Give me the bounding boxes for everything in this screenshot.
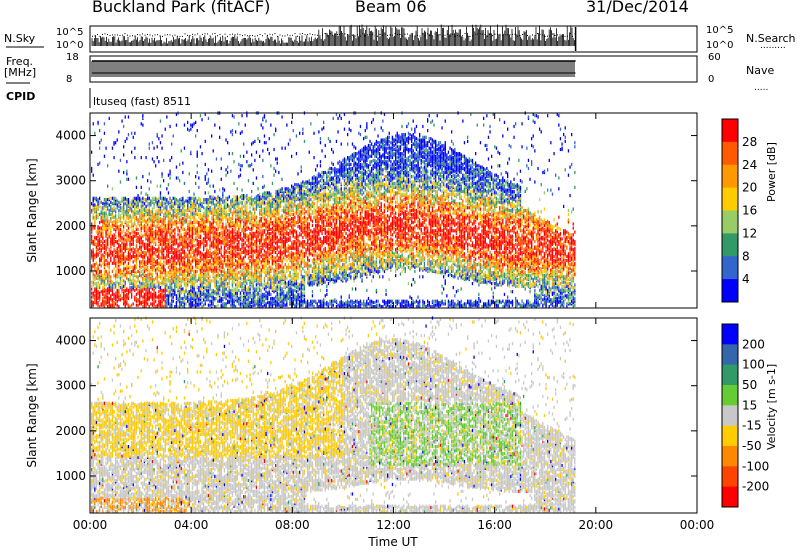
cpid-label: CPID — [6, 90, 35, 103]
velocity-panel-ytick-label-0: 1000 — [55, 469, 86, 483]
nsearch-tick-top: 10^5 — [706, 25, 733, 36]
velocity-panel-cells — [91, 316, 576, 514]
time-tick-label-6: 00:00 — [680, 518, 715, 532]
time-tick-label-4: 16:00 — [477, 518, 512, 532]
power-panel-colorbar-swatch-4 — [722, 210, 738, 234]
nave-tick-bottom: 0 — [708, 74, 714, 85]
nave-label: Nave — [746, 64, 774, 77]
nsearch-tick-bottom: 10^0 — [706, 40, 733, 51]
velocity-panel-colorbar-swatch-6 — [722, 446, 738, 467]
velocity-panel-colorbar-swatch-2 — [722, 364, 738, 386]
nsky-tick-bottom: 10^0 — [56, 40, 83, 51]
site-title: Buckland Park (fitACF) — [92, 0, 270, 16]
velocity-panel-colorbar-swatch-0 — [722, 324, 738, 345]
power-panel-colorbar-tick-4: 12 — [742, 226, 757, 240]
freq-tick-bottom: 8 — [66, 74, 72, 85]
velocity-panel-colorbar-tick-1: 100 — [742, 358, 765, 372]
velocity-panel-colorbar-frame — [721, 323, 739, 508]
power-panel-ytick-label-2: 3000 — [55, 174, 86, 188]
nsky-trace — [91, 24, 577, 51]
power-panel-colorbar-tick-6: 4 — [742, 272, 750, 286]
time-tick-label-3: 12:00 — [376, 518, 411, 532]
velocity-panel-colorbar-tick-4: -15 — [742, 419, 762, 433]
freq-label: Freq. — [6, 55, 33, 68]
nsky-label: N.Sky — [4, 32, 35, 45]
velocity-panel-colorbar-swatch-3 — [722, 385, 738, 406]
velocity-panel-colorbar-swatch-1 — [722, 344, 738, 366]
freq-tick-top: 18 — [66, 52, 79, 63]
power-panel-ylabel: Slant Range [km] — [25, 158, 39, 262]
power-panel-colorbar-tick-3: 16 — [742, 204, 757, 218]
power-panel-colorbar-swatch-7 — [722, 279, 738, 303]
nave-dots: ..... — [754, 83, 768, 93]
velocity-panel-colorbar-tick-6: -100 — [742, 459, 769, 473]
freq-panel-frame — [89, 55, 698, 83]
velocity-panel-ylabel: Slant Range [km] — [25, 363, 39, 467]
freq-unit-label: [MHz] — [4, 66, 36, 79]
time-tick-label-5: 20:00 — [579, 518, 614, 532]
power-panel-ytick-label-1: 2000 — [55, 219, 86, 233]
velocity-panel-colorbar-swatch-4 — [722, 405, 738, 427]
velocity-panel-colorbar-tick-7: -200 — [742, 480, 769, 494]
nsky-panel-frame — [89, 25, 698, 53]
time-tick-label-0: 00:00 — [73, 518, 108, 532]
power-panel-colorbar-tick-2: 20 — [742, 181, 757, 195]
power-panel-ytick-label-3: 4000 — [55, 129, 86, 143]
power-panel-colorbar-swatch-1 — [722, 141, 738, 166]
nsky-tick-top: 10^5 — [56, 27, 83, 38]
date-title: 31/Dec/2014 — [586, 0, 689, 16]
time-tick-label-2: 08:00 — [275, 518, 310, 532]
velocity-panel-colorbar-swatch-5 — [722, 425, 738, 447]
cpid-value: ltuseq (fast) 8511 — [93, 95, 191, 108]
time-tick-label-1: 04:00 — [174, 518, 209, 532]
nave-tick-top: 60 — [708, 52, 721, 63]
power-panel-cells — [91, 111, 576, 309]
velocity-panel-ytick-label-1: 2000 — [55, 424, 86, 438]
velocity-panel-ytick-label-2: 3000 — [55, 379, 86, 393]
nsearch-dots: ......... — [760, 41, 786, 51]
power-panel-colorbar-swatch-6 — [722, 256, 738, 280]
power-panel-colorbar-swatch-2 — [722, 164, 738, 189]
velocity-panel-colorbar-tick-0: 200 — [742, 337, 765, 351]
beam-title: Beam 06 — [355, 0, 427, 16]
velocity-panel-colorbar-tick-5: -50 — [742, 439, 762, 453]
power-panel-colorbar-frame — [721, 118, 739, 303]
time-axis-label: Time UT — [367, 535, 418, 549]
velocity-panel-colorbar-tick-3: 15 — [742, 398, 757, 412]
power-panel-colorbar-tick-1: 24 — [742, 158, 757, 172]
velocity-panel-colorbar-swatch-8 — [722, 486, 738, 508]
power-panel-ytick-label-0: 1000 — [55, 264, 86, 278]
power-panel-colorbar-tick-0: 28 — [742, 135, 757, 149]
velocity-panel-colorbar-swatch-7 — [722, 466, 738, 488]
velocity-panel-colorbar-tick-2: 50 — [742, 378, 757, 392]
power-panel-colorbar-swatch-0 — [722, 119, 738, 143]
freq-trace — [91, 60, 576, 77]
nsearch-label: N.Search — [746, 32, 796, 45]
velocity-panel-ytick-label-3: 4000 — [55, 334, 86, 348]
power-panel-colorbar-swatch-5 — [722, 233, 738, 257]
power-panel-colorbar-tick-5: 8 — [742, 249, 750, 263]
power-panel-colorbar-swatch-3 — [722, 187, 738, 211]
